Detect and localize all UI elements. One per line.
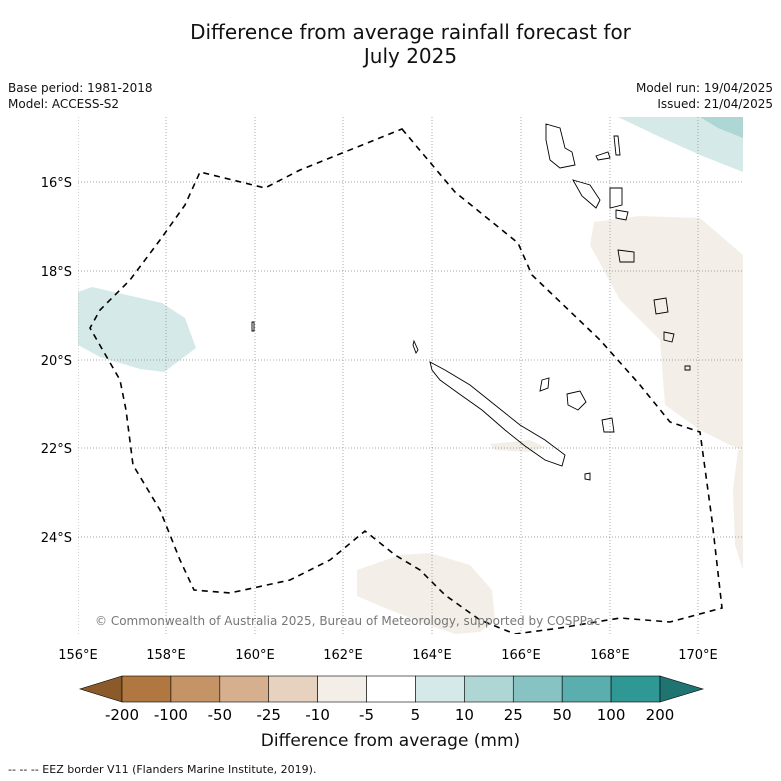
model-name: Model: ACCESS-S2 xyxy=(8,97,120,111)
vanuatu-island-c xyxy=(609,187,623,209)
lat-label-20s: 20°S xyxy=(41,354,72,369)
lon-label-166e: 166°E xyxy=(501,648,541,663)
metadata-right: Model run: 19/04/2025 Issued: 21/04/2025 xyxy=(636,80,773,112)
map-area xyxy=(78,117,743,634)
dry-anomaly-east xyxy=(590,216,743,450)
wet-anomaly-northeast xyxy=(618,117,743,172)
eez-footnote: -- -- -- EEZ border V11 (Flanders Marine… xyxy=(8,763,317,776)
lat-label-16s: 16°S xyxy=(41,176,72,191)
lon-label-160e: 160°E xyxy=(235,648,275,663)
colorbar-arrow-high xyxy=(659,675,705,703)
map-title: Difference from average rainfall forecas… xyxy=(0,20,781,68)
coastlines xyxy=(251,123,691,481)
wet-anomaly-west xyxy=(78,287,196,372)
lon-label-164e: 164°E xyxy=(412,648,452,663)
wet-anomaly-northeast-strong xyxy=(700,117,743,138)
lon-label-158e: 158°E xyxy=(146,648,186,663)
erromango xyxy=(617,249,635,263)
gridlines xyxy=(78,117,743,634)
colorbar-tick-label: -50 xyxy=(208,706,233,724)
colorbar-arrow-low xyxy=(78,675,123,703)
colorbar-segment xyxy=(366,675,416,703)
lat-label-22s: 22°S xyxy=(41,442,72,457)
colorbar-segment xyxy=(561,675,612,703)
issued-date: Issued: 21/04/2025 xyxy=(657,97,773,111)
new-caledonia xyxy=(429,361,566,467)
colorbar-tick-label: 25 xyxy=(504,706,523,724)
lat-label-24s: 24°S xyxy=(41,531,72,546)
mare xyxy=(601,417,615,433)
vanuatu-island-a xyxy=(595,151,611,161)
colorbar-tick-label: 5 xyxy=(411,706,421,724)
lat-label-18s: 18°S xyxy=(41,265,72,280)
espiritu-santo xyxy=(545,123,576,169)
colorbar-segment xyxy=(512,675,563,703)
colorbar-tick-label: -100 xyxy=(154,706,188,724)
colorbar-tick-label: -200 xyxy=(105,706,139,724)
lon-label-162e: 162°E xyxy=(323,648,363,663)
colorbar-segment xyxy=(268,675,318,703)
colorbar-segment xyxy=(415,675,465,703)
colorbar-segment xyxy=(317,675,367,703)
small-islet-a xyxy=(684,365,691,371)
colorbar-segment xyxy=(464,675,514,703)
colorbar-tick-label: 200 xyxy=(646,706,675,724)
eez-border xyxy=(89,128,723,634)
colorbar-segment xyxy=(219,675,270,703)
colorbar-segment xyxy=(610,675,661,703)
belep-islands xyxy=(412,339,419,354)
map-title-line1: Difference from average rainfall forecas… xyxy=(190,20,631,44)
vanuatu-island-b xyxy=(613,135,621,156)
colorbar-tick-label: -25 xyxy=(256,706,281,724)
map-title-line2: July 2025 xyxy=(363,44,458,68)
aneityum xyxy=(663,331,675,343)
dry-anomaly-south xyxy=(357,553,495,634)
ouvea xyxy=(539,377,550,392)
colorbar-tick-label: 50 xyxy=(553,706,572,724)
colorbar-label: Difference from average (mm) xyxy=(260,731,521,751)
colorbar-ticks: -200 -100 -50 -25 -10 -5 5 10 25 50 100 200 xyxy=(105,706,674,724)
colorbar-segment xyxy=(121,675,172,703)
lon-label-170e: 170°E xyxy=(678,648,718,663)
model-run: Model run: 19/04/2025 xyxy=(635,81,773,95)
lat-labels: 16°S 18°S 20°S 22°S 24°S xyxy=(41,176,72,546)
copyright-notice: © Commonwealth of Australia 2025, Bureau… xyxy=(95,614,601,628)
metadata-left: Base period: 1981-2018 Model: ACCESS-S2 xyxy=(8,80,153,112)
lifou xyxy=(566,390,587,411)
chesterfield-islet xyxy=(251,321,255,332)
isle-of-pines xyxy=(584,472,591,481)
lon-label-156e: 156°E xyxy=(58,648,98,663)
colorbar-segments xyxy=(78,675,705,703)
dry-anomaly-southeast xyxy=(733,450,743,570)
base-period: Base period: 1981-2018 xyxy=(8,81,153,95)
colorbar-tick-label: 10 xyxy=(455,706,474,724)
colorbar-tick-label: -5 xyxy=(359,706,374,724)
colorbar-tick-label: 100 xyxy=(597,706,626,724)
dry-anomaly-strip xyxy=(490,440,545,452)
malakula xyxy=(572,179,601,209)
colorbar-tick-label: -10 xyxy=(305,706,330,724)
lon-label-168e: 168°E xyxy=(590,648,630,663)
lon-labels: 156°E 158°E 160°E 162°E 164°E 166°E 168°… xyxy=(58,648,718,663)
tanna xyxy=(653,297,669,315)
efate xyxy=(615,209,629,221)
colorbar-segment xyxy=(170,675,221,703)
